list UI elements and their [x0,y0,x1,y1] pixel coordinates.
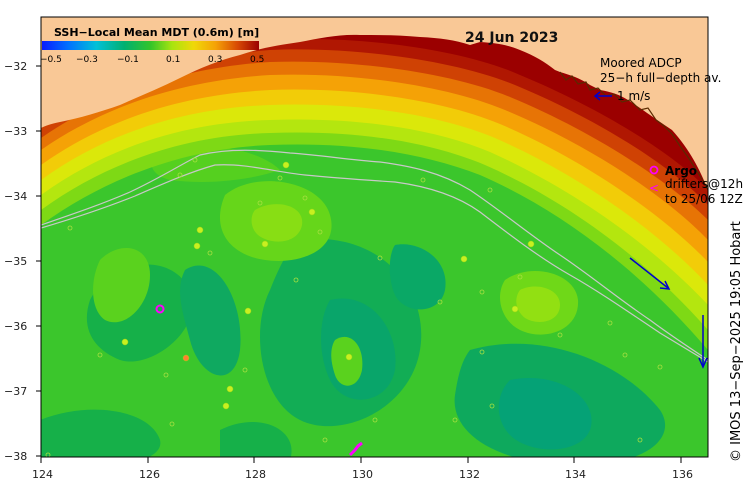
adcp-legend-title: Moored ADCP [600,56,682,70]
colorbar-tick: 0.5 [250,55,264,65]
colorbar-ticks: −0.5 −0.3 −0.1 0.1 0.3 0.5 [40,55,264,65]
plot-frame [40,16,709,458]
colorbar-tick: −0.1 [117,55,139,65]
x-tick-label: 134 [565,468,586,481]
y-tick-label: −36 [4,320,27,333]
australia-land [41,17,708,190]
credit-text: © IMOS 13−Sep−2025 19:05 Hobart [729,221,744,462]
y-tick-label: −35 [4,255,27,268]
low-ssh-eddies [41,238,666,457]
small-dots [45,157,663,457]
argo-legend-icon [649,165,659,175]
x-axis: 124 126 128 130 132 134 136 [32,457,693,481]
colorbar-gradient [42,41,259,50]
y-tick-label: −34 [4,190,27,203]
adcp-scale-arrow-icon [593,91,612,101]
x-tick-label: 128 [245,468,266,481]
drifter-track [348,441,363,457]
float-dots [121,161,535,410]
map-plot-area [41,17,708,457]
bathymetry-contours [41,149,708,363]
x-tick-label: 136 [672,468,693,481]
colorbar-title: SSH−Local Mean MDT (0.6m) [m] [54,26,259,39]
x-tick-label: 126 [139,468,160,481]
colorbar [42,41,259,50]
argo-legend-label: Argo [665,164,697,178]
x-tick-label: 124 [32,468,53,481]
colorbar-tick: −0.3 [76,55,98,65]
adcp-legend-subtitle: 25−h full−depth av. [600,71,721,85]
drifter-legend-icon: < [649,181,659,195]
y-tick-label: −38 [4,450,27,463]
y-tick-label: −33 [4,125,27,138]
x-tick-label: 130 [352,468,373,481]
argo-float [155,304,165,314]
adcp-vectors [629,257,708,369]
y-tick-label: −32 [4,60,27,73]
colorbar-tick: 0.3 [208,55,222,65]
map-date: 24 Jun 2023 [465,30,558,46]
drifter-legend-line2: to 25/06 12Z [665,192,743,206]
coastline [559,71,708,191]
x-tick-label: 132 [459,468,480,481]
y-tick-label: −37 [4,385,27,398]
drifter-legend-line1: drifters@12h [665,177,743,191]
colorbar-tick: −0.5 [40,55,62,65]
high-ssh-eddies [93,146,579,386]
y-axis: −32 −33 −34 −35 −36 −37 −38 [4,60,41,463]
adcp-scale-label: 1 m/s [617,89,650,103]
colorbar-tick: 0.1 [166,55,180,65]
